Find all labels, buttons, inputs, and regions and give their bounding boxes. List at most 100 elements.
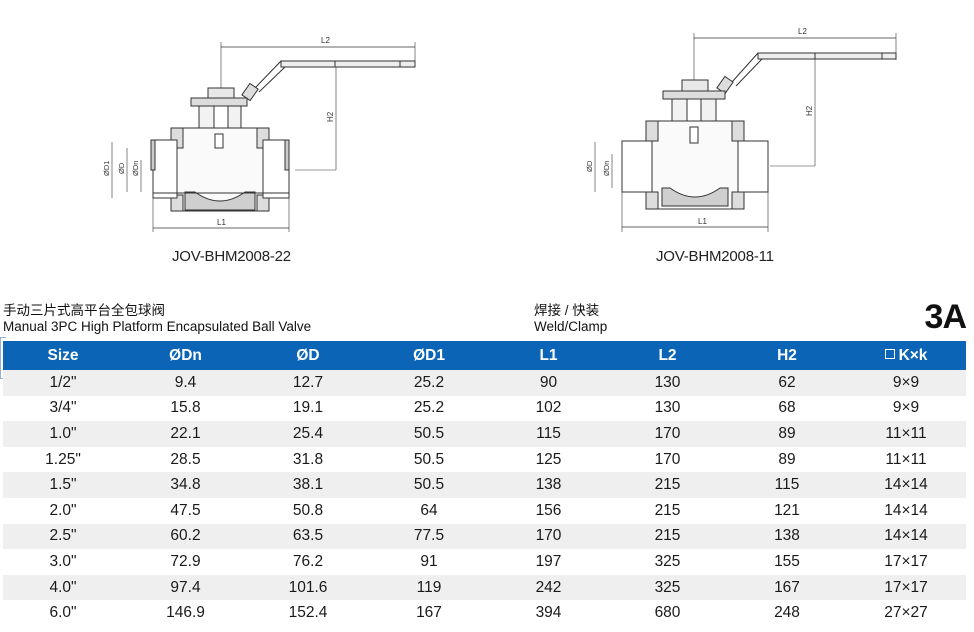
table-cell: 167 xyxy=(774,578,800,596)
table-cell: 242 xyxy=(535,578,562,596)
table-cell: 9.4 xyxy=(174,373,197,391)
table-cell: 77.5 xyxy=(413,527,445,545)
table-cell: 155 xyxy=(774,552,800,570)
col-header-dn: ØDn xyxy=(169,346,202,364)
table-cell: 156 xyxy=(535,501,562,519)
table-cell: 62 xyxy=(778,373,796,391)
table-row: 3/4" 15.8 19.1 25.2 102 130 68 9×9 xyxy=(3,395,966,422)
col-header-d1: ØD1 xyxy=(413,346,445,364)
table-cell: 50.5 xyxy=(413,424,445,442)
table-cell: 14×14 xyxy=(884,527,928,545)
table-row: 2.0" 47.5 50.8 64 156 215 121 14×14 xyxy=(3,497,966,524)
table-cell: 115 xyxy=(774,476,800,494)
table-body: 1/2" 9.4 12.7 25.2 90 130 62 9×9 3/4" 15.8 19.1 25.… xyxy=(3,370,966,626)
col-header-h2: H2 xyxy=(777,346,797,364)
table-cell: 15.8 xyxy=(170,399,201,417)
square-icon xyxy=(884,348,895,359)
col-header-l2: L2 xyxy=(658,346,677,364)
table-cell: 215 xyxy=(654,476,681,494)
table-cell: 125 xyxy=(535,450,562,468)
table-cell: 170 xyxy=(654,450,681,468)
table-cell: 25.2 xyxy=(413,399,445,417)
table-cell: 4.0" xyxy=(49,578,77,596)
table-cell: 101.6 xyxy=(288,578,328,596)
table-cell: 1/2" xyxy=(49,373,77,391)
table-row: 1.5" 34.8 38.1 50.5 138 215 115 14×14 xyxy=(3,472,966,498)
table-cell: 2.5" xyxy=(49,527,77,545)
table-cell: 248 xyxy=(774,604,800,622)
table-cell: 119 xyxy=(416,578,442,596)
svg-text:L1: L1 xyxy=(217,218,226,227)
table-cell: 14×14 xyxy=(884,501,928,519)
product-title: 手动三片式高平台全包球阀 Manual 3PC High Platform En… xyxy=(3,303,311,335)
table-cell: 17×17 xyxy=(884,552,928,570)
table-cell: 1.0" xyxy=(49,424,77,442)
table-cell: 121 xyxy=(774,501,800,519)
table-cell: 1.5" xyxy=(49,476,77,494)
table-header: Size ØDn ØD ØD1 L1 L2 H2 K×k xyxy=(3,341,966,370)
svg-text:H2: H2 xyxy=(805,105,814,116)
table-cell: 60.2 xyxy=(170,527,201,545)
product-title-en: Manual 3PC High Platform Encapsulated Ba… xyxy=(3,319,312,334)
table-cell: 31.8 xyxy=(292,450,324,468)
table-cell: 3/4" xyxy=(49,399,77,417)
table-cell: 170 xyxy=(654,424,681,442)
table-cell: 27×27 xyxy=(884,604,928,622)
valve-drawing-weld: L2 H2 ØD ØDn L1 xyxy=(570,20,970,240)
table-row: 1.0" 22.1 25.4 50.5 115 170 89 11×11 xyxy=(3,421,966,447)
table-cell: 72.9 xyxy=(170,552,201,570)
table-cell: 91 xyxy=(420,552,438,570)
table-cell: 38.1 xyxy=(292,476,324,494)
table-cell: 97.4 xyxy=(170,578,201,596)
col-header-size: Size xyxy=(47,346,79,364)
table-cell: 17×17 xyxy=(884,578,928,596)
table-cell: 2.0" xyxy=(49,501,77,519)
table-cell: 115 xyxy=(536,424,561,442)
table-cell: 167 xyxy=(416,604,442,622)
table-cell: 19.1 xyxy=(292,399,324,417)
connection-type: 焊接 / 快装 Weld/Clamp xyxy=(534,303,607,335)
model-label-weld: JOV-BHM2008-11 xyxy=(656,248,774,265)
table-cell: 90 xyxy=(539,373,558,391)
table-cell: 9×9 xyxy=(892,399,920,417)
table-cell: 6.0" xyxy=(49,604,77,622)
table-row: 3.0" 72.9 76.2 91 197 325 155 17×17 xyxy=(3,549,966,575)
svg-text:H2: H2 xyxy=(326,111,335,122)
col-header-l1: L1 xyxy=(539,346,558,364)
product-title-zh: 手动三片式高平台全包球阀 xyxy=(3,303,165,318)
table-cell: 215 xyxy=(654,527,681,545)
table-cell: 22.1 xyxy=(170,424,201,442)
table-cell: 394 xyxy=(535,604,562,622)
table-cell: 47.5 xyxy=(170,501,201,519)
col-header-d: ØD xyxy=(296,346,320,364)
svg-text:ØDn: ØDn xyxy=(602,161,611,176)
svg-text:ØDn: ØDn xyxy=(131,161,140,176)
table-cell: 138 xyxy=(774,527,800,545)
table-cell: 25.2 xyxy=(413,373,445,391)
table-cell: 680 xyxy=(654,604,681,622)
table-cell: 76.2 xyxy=(292,552,324,570)
table-cell: 170 xyxy=(535,527,562,545)
table-cell: 138 xyxy=(535,476,562,494)
table-row: 6.0" 146.9 152.4 167 394 680 248 27×27 xyxy=(3,600,966,626)
connection-type-en: Weld/Clamp xyxy=(534,319,608,334)
grade-badge: 3A xyxy=(924,298,967,336)
svg-text:ØD1: ØD1 xyxy=(102,161,111,176)
table-cell: 28.5 xyxy=(170,450,201,468)
table-cell: 146.9 xyxy=(166,604,205,622)
table-cell: 14×14 xyxy=(884,476,928,494)
table-cell: 25.4 xyxy=(292,424,324,442)
table-cell: 89 xyxy=(778,450,796,468)
table-cell: 130 xyxy=(654,373,681,391)
table-cell: 102 xyxy=(535,399,562,417)
table-row: 2.5" 60.2 63.5 77.5 170 215 138 14×14 xyxy=(3,523,966,550)
table-cell: 3.0" xyxy=(49,552,77,570)
table-row: 1/2" 9.4 12.7 25.2 90 130 62 9×9 xyxy=(3,370,966,396)
connection-type-zh: 焊接 / 快装 xyxy=(534,303,600,318)
table-cell: 152.4 xyxy=(288,604,328,622)
table-cell: 11×11 xyxy=(885,424,927,442)
table-cell: 89 xyxy=(778,424,796,442)
svg-text:L2: L2 xyxy=(798,27,807,36)
valve-drawing-clamp: L2 H2 ØD1 ØD ØDn xyxy=(95,30,445,240)
table-cell: 325 xyxy=(654,552,681,570)
